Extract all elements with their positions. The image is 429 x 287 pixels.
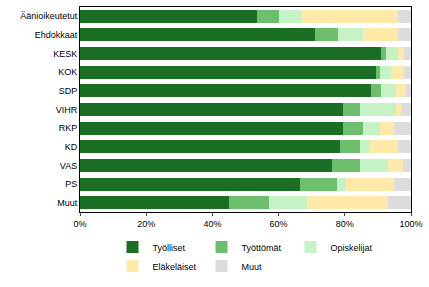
svg-text:Muut: Muut bbox=[57, 198, 78, 208]
svg-text:100%: 100% bbox=[399, 219, 422, 229]
svg-text:0%: 0% bbox=[73, 219, 86, 229]
svg-text:VIHR: VIHR bbox=[56, 105, 78, 115]
svg-text:40%: 40% bbox=[203, 219, 221, 229]
svg-text:Eläkeläiset: Eläkeläiset bbox=[153, 262, 197, 272]
svg-text:KESK: KESK bbox=[53, 49, 77, 59]
svg-text:KOK: KOK bbox=[58, 67, 77, 77]
svg-text:Ehdokkaat: Ehdokkaat bbox=[35, 30, 78, 40]
svg-text:Äänioikeutetut: Äänioikeutetut bbox=[20, 11, 78, 21]
svg-text:VAS: VAS bbox=[60, 161, 77, 171]
svg-text:KD: KD bbox=[65, 142, 78, 152]
svg-text:Opiskelijat: Opiskelijat bbox=[331, 243, 373, 253]
svg-text:Muut: Muut bbox=[242, 262, 263, 272]
svg-text:SDP: SDP bbox=[59, 86, 78, 96]
svg-text:80%: 80% bbox=[336, 219, 354, 229]
svg-text:60%: 60% bbox=[270, 219, 288, 229]
svg-text:RKP: RKP bbox=[59, 123, 78, 133]
svg-text:PS: PS bbox=[65, 179, 77, 189]
svg-text:20%: 20% bbox=[137, 219, 155, 229]
svg-text:Työlliset: Työlliset bbox=[153, 243, 186, 253]
svg-text:Työttömät: Työttömät bbox=[242, 243, 282, 253]
